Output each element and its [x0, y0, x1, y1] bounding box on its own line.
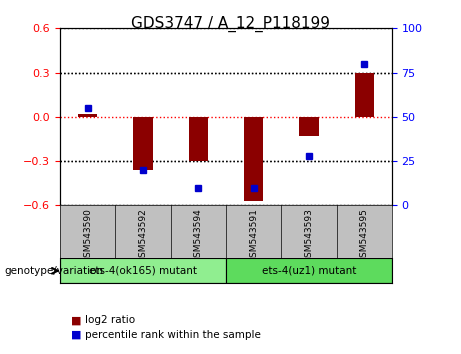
- Text: percentile rank within the sample: percentile rank within the sample: [85, 330, 261, 339]
- Bar: [133, 117, 153, 170]
- Bar: [60, 258, 226, 283]
- Bar: [78, 114, 97, 117]
- Text: ■: ■: [71, 330, 82, 339]
- Bar: [226, 258, 392, 283]
- Text: GSM543595: GSM543595: [360, 208, 369, 263]
- Bar: [244, 117, 263, 201]
- Text: ets-4(uz1) mutant: ets-4(uz1) mutant: [262, 266, 356, 276]
- Text: GSM543592: GSM543592: [138, 208, 148, 263]
- Bar: [299, 117, 319, 136]
- Text: GSM543593: GSM543593: [304, 208, 313, 263]
- Text: GSM543591: GSM543591: [249, 208, 258, 263]
- Text: ■: ■: [71, 315, 82, 325]
- Bar: [355, 73, 374, 117]
- Text: ets-4(ok165) mutant: ets-4(ok165) mutant: [89, 266, 197, 276]
- Bar: [189, 117, 208, 161]
- Text: GDS3747 / A_12_P118199: GDS3747 / A_12_P118199: [131, 16, 330, 32]
- Text: genotype/variation: genotype/variation: [5, 266, 104, 276]
- Text: log2 ratio: log2 ratio: [85, 315, 136, 325]
- Text: GSM543590: GSM543590: [83, 208, 92, 263]
- Text: GSM543594: GSM543594: [194, 208, 203, 263]
